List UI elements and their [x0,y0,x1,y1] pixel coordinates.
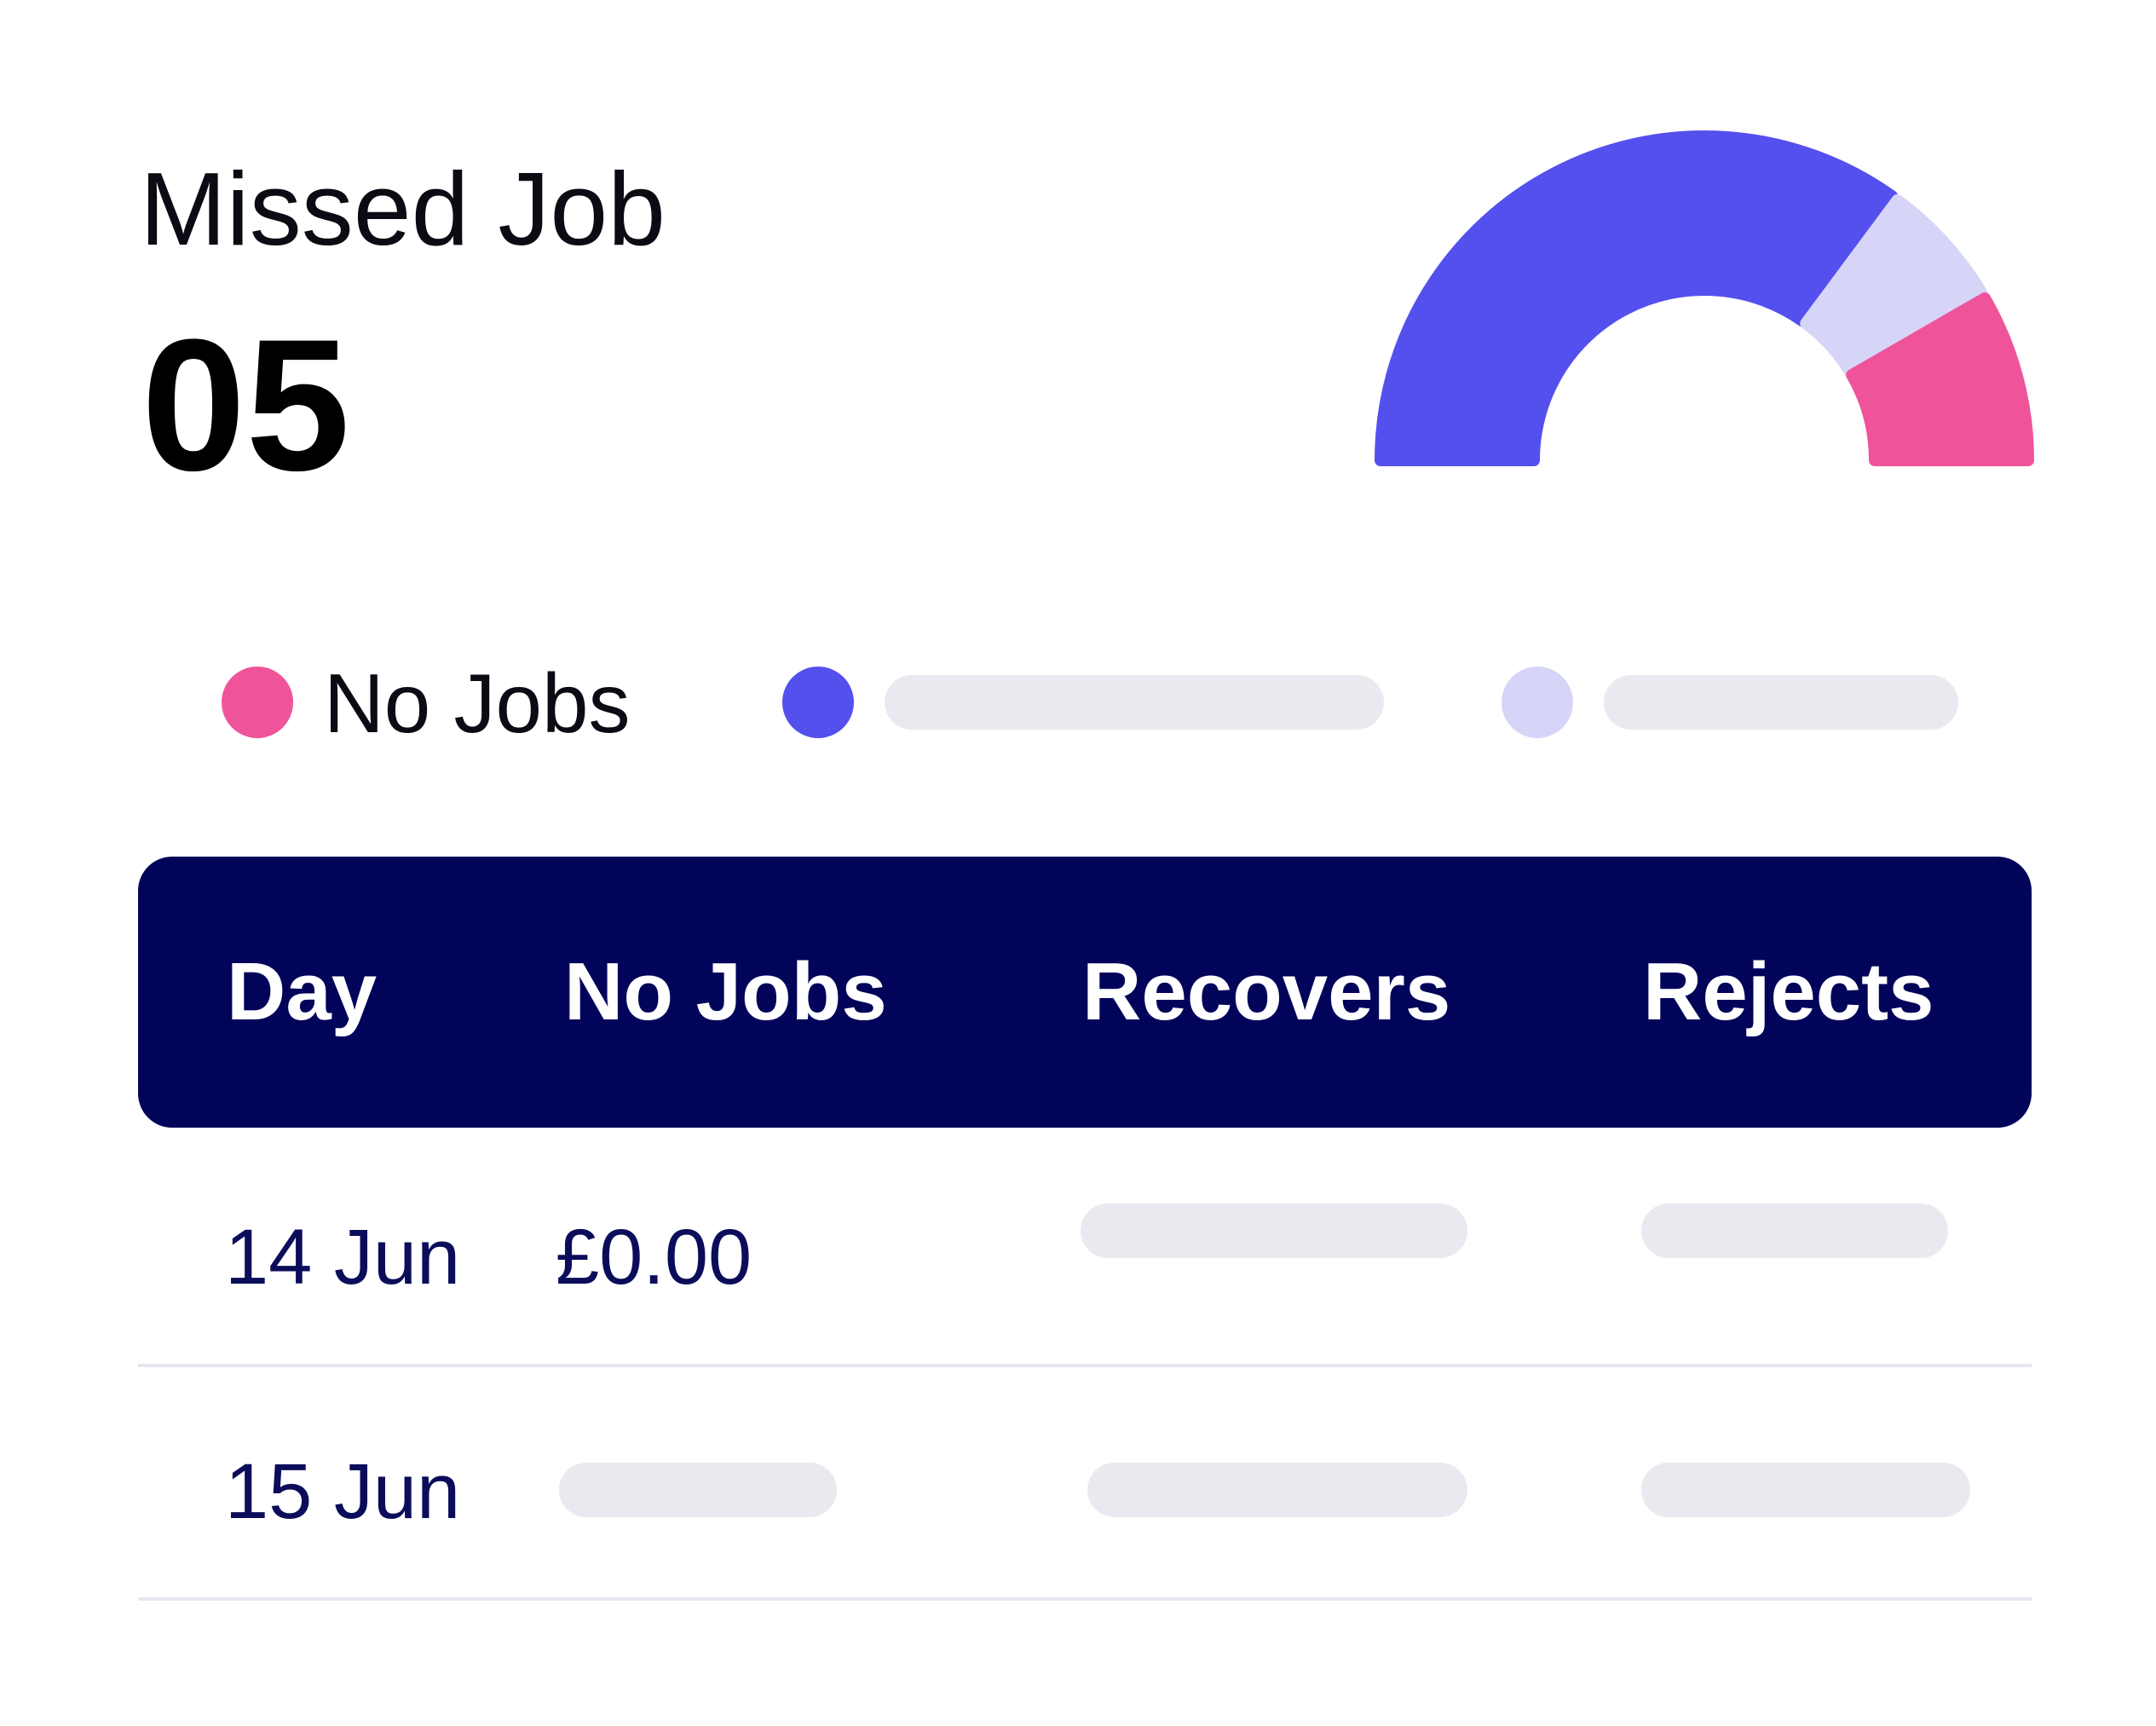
legend-dot-blue [782,667,854,738]
cell-rejects-placeholder [1641,1463,1970,1517]
cell-day: 14 Jun [225,1214,461,1301]
cell-rejects-placeholder [1641,1204,1948,1258]
column-header-recovers[interactable]: Recovers [1082,946,1451,1037]
legend-label-placeholder [885,675,1384,730]
column-header-day[interactable]: Day [227,946,378,1037]
card-title: Missed Job [140,151,666,267]
row-divider [138,1597,2032,1601]
cell-recovers-placeholder [1087,1463,1467,1517]
legend-label-placeholder [1604,675,1958,730]
table-header: Day No Jobs Recovers Rejects [138,857,2032,1128]
cell-recovers-placeholder [1081,1204,1467,1258]
gauge-segment-secondary [1800,193,1988,378]
gauge-chart [1375,130,2034,466]
gauge-segment-primary [1375,130,1899,466]
legend-label-no-jobs: No Jobs [324,656,631,750]
cell-no-jobs-placeholder [559,1463,837,1517]
cell-no-jobs: £0.00 [556,1214,752,1301]
column-header-rejects[interactable]: Rejects [1643,946,1934,1037]
cell-day: 15 Jun [225,1448,461,1535]
row-divider [138,1364,2032,1367]
column-header-no-jobs[interactable]: No Jobs [564,946,887,1037]
legend-dot-no-jobs [222,667,293,738]
gauge-segment-no-jobs [1846,292,2034,466]
legend-dot-lavender [1502,667,1573,738]
missed-job-count: 05 [141,300,350,510]
